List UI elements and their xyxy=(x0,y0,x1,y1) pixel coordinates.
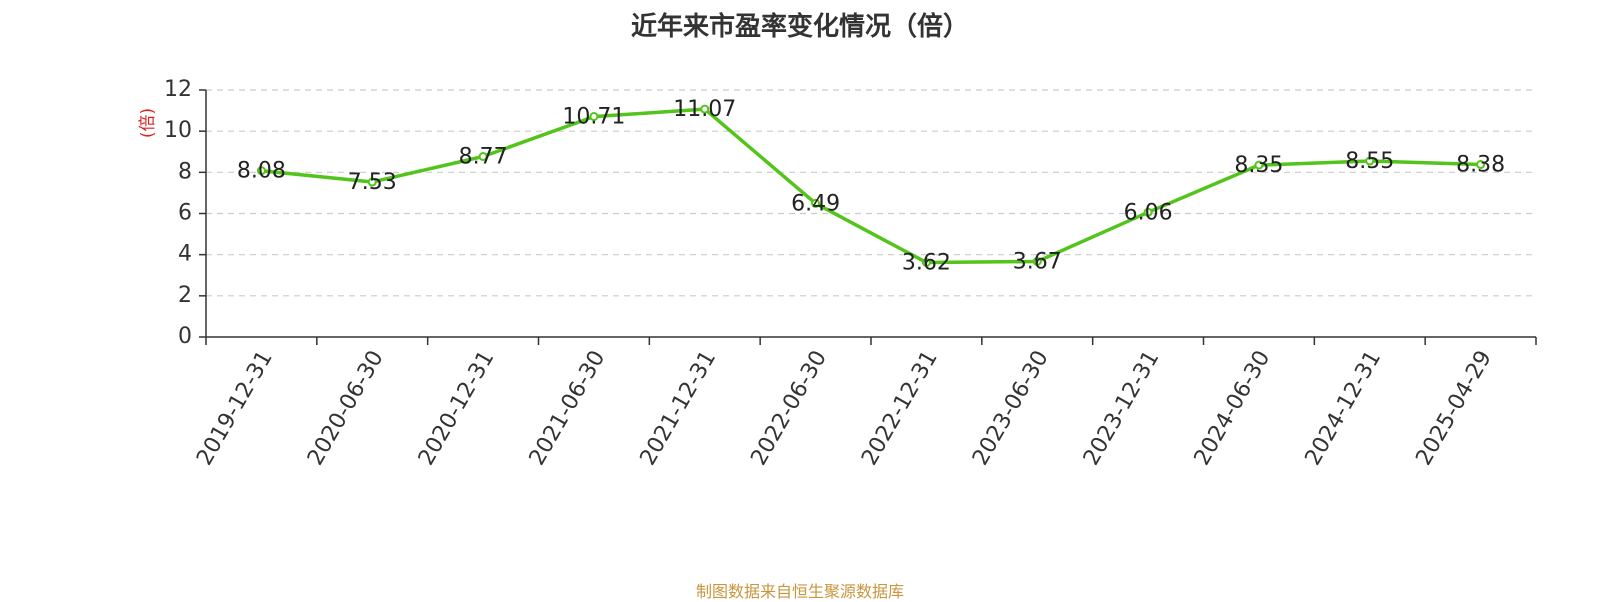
data-label: 10.71 xyxy=(562,105,625,130)
data-point xyxy=(478,151,488,161)
x-tick-label: 2019-12-31 xyxy=(192,347,278,470)
x-tick-label: 2020-06-30 xyxy=(303,347,389,470)
data-label: 8.77 xyxy=(459,144,508,169)
x-tick-label: 2023-06-30 xyxy=(968,347,1054,470)
y-tick-label: 2 xyxy=(178,283,192,308)
data-point xyxy=(1365,156,1375,166)
data-label: 8.35 xyxy=(1234,153,1283,178)
axes: 0 2 4 6 8 10 12 2019-12-31 2020-06-30 2020-12-31 2… xyxy=(164,77,1537,470)
data-point xyxy=(589,112,599,122)
data-label: 8.38 xyxy=(1456,153,1505,178)
source-note: 制图数据来自恒生聚源数据库 xyxy=(695,582,904,601)
y-tick-label: 6 xyxy=(178,201,192,226)
data-point xyxy=(700,104,710,114)
x-tick-label: 2020-12-31 xyxy=(414,347,500,470)
data-point xyxy=(1032,256,1042,266)
data-point xyxy=(367,177,377,187)
data-label: 3.62 xyxy=(902,250,951,275)
y-tick-label: 8 xyxy=(178,159,192,184)
data-labels: 8.08 7.53 8.77 10.71 11.07 6.49 3.62 3.67 6.06 8.… xyxy=(237,97,1505,275)
data-point xyxy=(256,166,266,176)
x-tick-label: 2024-12-31 xyxy=(1301,347,1387,470)
data-label: 6.49 xyxy=(791,191,840,216)
data-point xyxy=(1143,207,1153,217)
data-label: 11.07 xyxy=(673,97,736,122)
x-tick-label: 2023-12-31 xyxy=(1079,347,1165,470)
x-tick-label: 2022-12-31 xyxy=(857,347,943,470)
x-tick-label: 2021-12-31 xyxy=(636,347,722,470)
x-tick-label: 2025-04-29 xyxy=(1411,347,1497,470)
x-tick-label: 2022-06-30 xyxy=(746,347,832,470)
data-label: 3.67 xyxy=(1013,249,1062,274)
x-tick-label: 2024-06-30 xyxy=(1190,347,1276,470)
series-polyline xyxy=(261,107,1481,265)
data-point xyxy=(921,257,931,267)
y-tick-label: 12 xyxy=(164,77,192,102)
data-point xyxy=(1254,160,1264,170)
data-label: 6.06 xyxy=(1124,200,1173,225)
data-label: 8.55 xyxy=(1345,149,1394,174)
gridlines xyxy=(206,89,1536,297)
chart-title: 近年来市盈率变化情况（倍） xyxy=(630,12,969,42)
data-label: 7.53 xyxy=(348,170,397,195)
x-tick-label: 2021-06-30 xyxy=(525,347,611,470)
data-point xyxy=(1476,160,1486,170)
data-point xyxy=(811,198,821,208)
y-tick-label: 4 xyxy=(178,242,192,267)
y-axis-title: (倍) xyxy=(138,108,158,138)
y-tick-label: 0 xyxy=(178,324,192,349)
data-label: 8.08 xyxy=(237,159,286,184)
y-tick-label: 10 xyxy=(164,118,192,143)
series-line xyxy=(256,104,1486,267)
